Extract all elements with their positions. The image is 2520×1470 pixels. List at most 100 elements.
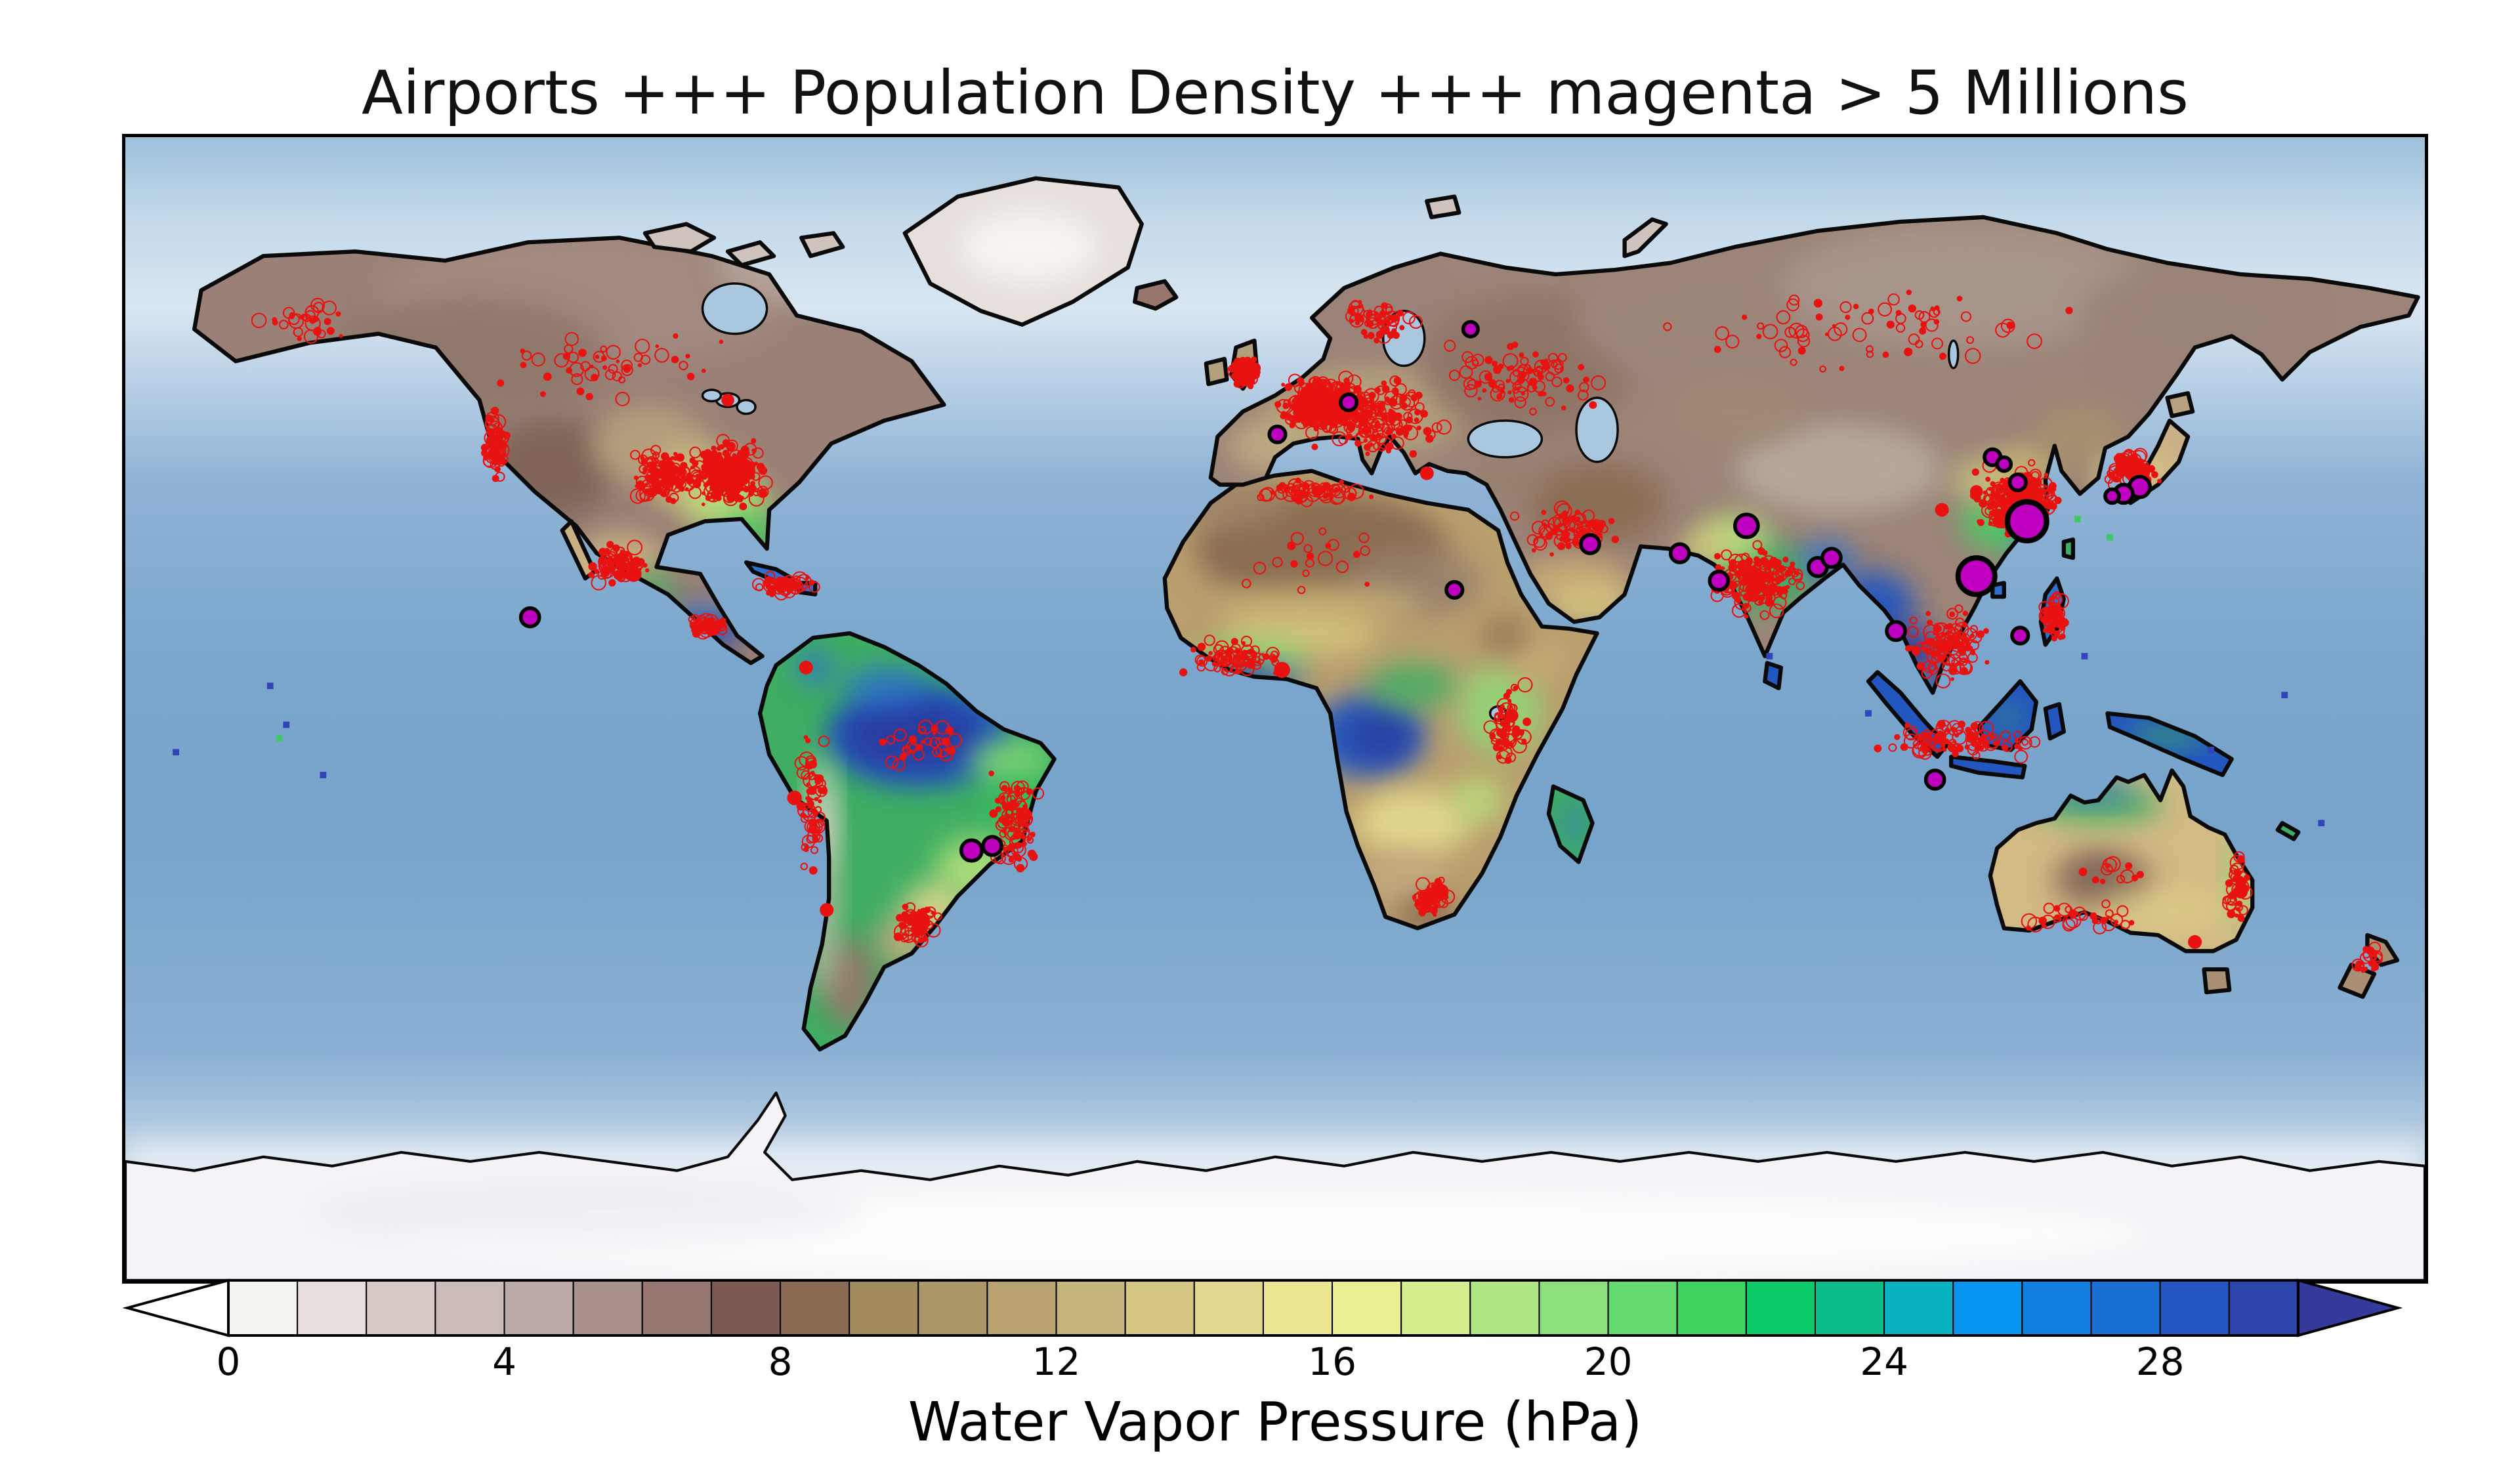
coastline-borneo [1977, 679, 2038, 752]
metro-red-marker [912, 912, 931, 931]
airport-cluster [1257, 477, 1374, 508]
airport-cluster [1227, 356, 1261, 390]
coastline-ireland [1204, 356, 1229, 387]
big-city-marker [1708, 570, 1731, 592]
metro-red-marker [704, 452, 719, 467]
landmass-borneo [1979, 681, 2036, 750]
coastline-hainan [1990, 581, 2006, 599]
coastline-iceland [1133, 279, 1179, 311]
metro-red-marker [2188, 934, 2202, 949]
coastline-sri-lanka [1763, 661, 1784, 690]
island-square-blue [173, 749, 179, 756]
big-city-marker [2010, 625, 2030, 646]
big-city-marker [1579, 533, 1601, 555]
coastline-arctic-islands [642, 222, 845, 268]
landmass-baja-california [562, 521, 595, 579]
airport-cluster [1444, 339, 1606, 416]
big-city-marker [518, 606, 541, 629]
colorbar-label: Water Vapor Pressure (hPa) [908, 1391, 1643, 1454]
lakes-layer [701, 282, 1960, 722]
big-city-markers-layer [518, 320, 2152, 863]
colorbar-tick: 28 [2135, 1339, 2185, 1384]
big-city-marker [1955, 555, 1998, 597]
coastline-java [1949, 755, 2027, 780]
colorbar-tick: 16 [1308, 1339, 1356, 1384]
island-square-blue [1865, 710, 1872, 717]
big-city-marker [1339, 392, 1359, 413]
colorbar-svg [122, 1278, 2403, 1337]
island-square-green [2107, 534, 2113, 541]
airport-cluster [688, 613, 728, 640]
island-square-blue [283, 721, 290, 728]
island-square-blue [2081, 652, 2088, 660]
coastline-new-caledonia [2275, 821, 2301, 841]
colorbar-tick: 8 [768, 1339, 793, 1384]
landmass-ireland [1206, 358, 1227, 385]
big-city-marker [2103, 487, 2121, 505]
coastline-madagascar [1546, 784, 1595, 864]
big-city-marker [1267, 424, 1288, 444]
big-city-marker [2004, 499, 2049, 544]
landmass-java [1951, 757, 2025, 778]
island-square-green [2074, 515, 2081, 522]
coastline-taiwan [2061, 537, 2076, 560]
landmass-antarctica [125, 1093, 2425, 1280]
airport-cluster [1874, 719, 2041, 764]
airport-cluster [1276, 370, 1452, 458]
airport-cluster [629, 444, 702, 505]
airport-cluster [480, 406, 511, 482]
big-city-marker [1461, 320, 1480, 339]
metro-red-marker [799, 660, 813, 675]
colorbar [122, 1278, 2428, 1339]
airport-cluster [2078, 856, 2144, 885]
metro-red-marker [1274, 662, 1290, 678]
metro-red-marker [1969, 485, 1983, 498]
airport-cluster [988, 770, 1045, 873]
coastline-new-guinea [2105, 711, 2234, 778]
island-square-green [276, 735, 283, 742]
metro-red-marker [625, 566, 642, 582]
coastline-greenland [902, 176, 1144, 327]
landmass-africa [1164, 471, 1597, 929]
airport-cluster [2351, 941, 2384, 973]
big-city-marker [1923, 768, 1946, 791]
island-square-markers-layer [173, 515, 2325, 827]
island-square-blue [1766, 652, 1773, 660]
colorbar-ticks: 0 4 8 12 16 20 24 28 [122, 1340, 2428, 1383]
coastline-baja-california [560, 519, 597, 581]
coastline-antarctica [125, 1091, 2425, 1280]
metro-red-marker [1505, 709, 1519, 723]
airport-cluster [1483, 677, 1533, 764]
coastline-tasmania [2202, 967, 2232, 995]
metro-red-marker [820, 903, 834, 917]
metro-red-marker [1992, 514, 2007, 528]
airport-cluster [1345, 299, 1423, 344]
airport-cluster [1905, 604, 1990, 689]
coastline-sulawesi [2043, 702, 2067, 741]
landmass-tasmania [2204, 969, 2230, 993]
airport-cluster [497, 331, 724, 407]
island-square-blue [2318, 820, 2325, 827]
island-square-blue [2281, 692, 2288, 698]
coastline-africa [1162, 469, 1599, 931]
landmass-greenland [904, 178, 1142, 325]
metro-red-marker [2234, 885, 2248, 899]
airport-cluster [1241, 527, 1371, 595]
coastline-japan [2119, 418, 2191, 505]
landmass-taiwan [2063, 539, 2073, 558]
island-square-blue [2208, 746, 2215, 753]
colorbar-tick: 24 [1860, 1339, 1909, 1384]
airport-cluster [1710, 540, 1805, 620]
big-city-marker [1668, 542, 1691, 564]
metro-red-marker [1433, 883, 1449, 900]
coastline-hokkaido [2165, 391, 2195, 419]
world-map [122, 134, 2428, 1284]
coastline-svalbard [1425, 194, 1461, 220]
coastline-south-america [757, 631, 1057, 1052]
airport-markers-layer [251, 289, 2384, 973]
coastline-philippines [2038, 576, 2067, 647]
airport-cluster [794, 735, 830, 875]
coastline-sumatra [1866, 670, 1949, 759]
coastline-new-zealand-south [2338, 963, 2377, 999]
